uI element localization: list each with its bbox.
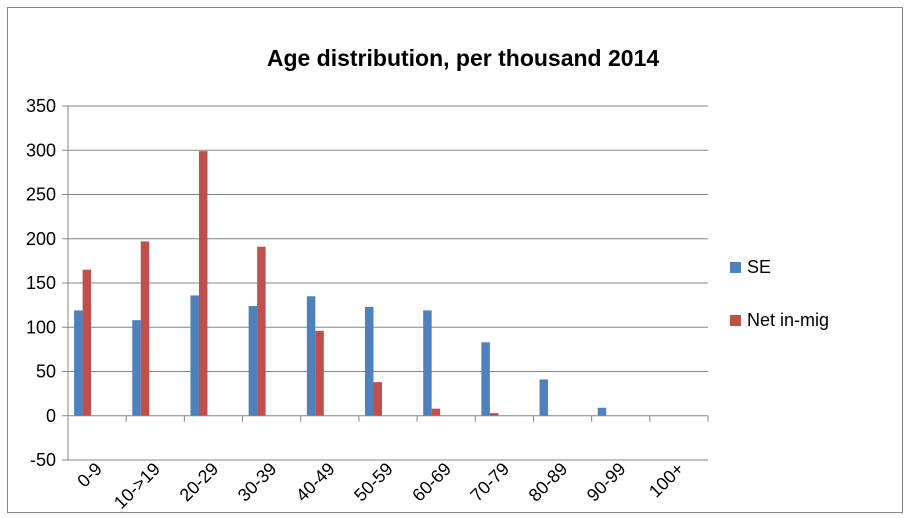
bar-net-in-mig-7 (489, 413, 499, 416)
x-tick-label: 40-49 (292, 459, 339, 506)
y-tick-label: 250 (26, 185, 56, 205)
bar-se-8 (539, 379, 549, 416)
legend-label: Net in-mig (747, 310, 829, 330)
bars (74, 151, 607, 416)
legend-swatch (730, 315, 741, 326)
bar-se-9 (597, 407, 607, 416)
x-tick-label: 60-69 (408, 459, 455, 506)
y-axis-ticks: 350 300 250 200 150 100 50 0 -50 (26, 96, 56, 470)
bar-se-1 (132, 320, 141, 416)
x-tick-label: 70-79 (466, 459, 513, 506)
x-tick-label: 100+ (645, 459, 688, 502)
bar-net-in-mig-4 (315, 330, 324, 416)
x-tick-label: 80-89 (525, 459, 572, 506)
bar-net-in-mig-0 (82, 269, 92, 416)
gridlines (62, 105, 708, 461)
bar-net-in-mig-2 (198, 151, 208, 416)
y-tick-label: 150 (26, 273, 56, 293)
y-tick-label: -50 (30, 450, 56, 470)
chart-title: Age distribution, per thousand 2014 (267, 45, 660, 71)
bar-se-5 (365, 306, 374, 416)
y-tick-label: 50 (36, 362, 56, 382)
legend-label: SE (747, 257, 771, 277)
x-axis-ticks: 0-9 10->19 20-29 30-39 40-49 50-59 60-69 70-79 8… (67, 415, 709, 513)
bar-net-in-mig-5 (373, 382, 382, 416)
bar-se-3 (248, 306, 258, 416)
bar-se-2 (190, 295, 199, 416)
bar-se-7 (481, 342, 490, 416)
bar-net-in-mig-1 (140, 241, 150, 416)
legend-swatch (730, 262, 741, 273)
y-tick-label: 0 (46, 406, 56, 426)
bar-se-6 (423, 310, 432, 416)
bar-net-in-mig-6 (431, 408, 441, 416)
legend: SE Net in-mig (730, 257, 829, 330)
y-tick-label: 200 (26, 229, 56, 249)
x-tick-label: 10->19 (110, 459, 164, 513)
bar-se-4 (306, 296, 316, 416)
x-tick-label: 50-59 (350, 459, 397, 506)
y-tick-label: 350 (26, 96, 56, 116)
x-tick-label: 20-29 (176, 459, 223, 506)
y-tick-label: 100 (26, 317, 56, 337)
x-tick-label: 0-9 (73, 459, 106, 492)
chart-frame (7, 7, 903, 513)
x-tick-label: 90-99 (583, 459, 630, 506)
y-tick-label: 300 (26, 140, 56, 160)
bar-net-in-mig-3 (257, 246, 266, 416)
bar-se-0 (74, 310, 83, 416)
x-tick-label: 30-39 (234, 459, 281, 506)
